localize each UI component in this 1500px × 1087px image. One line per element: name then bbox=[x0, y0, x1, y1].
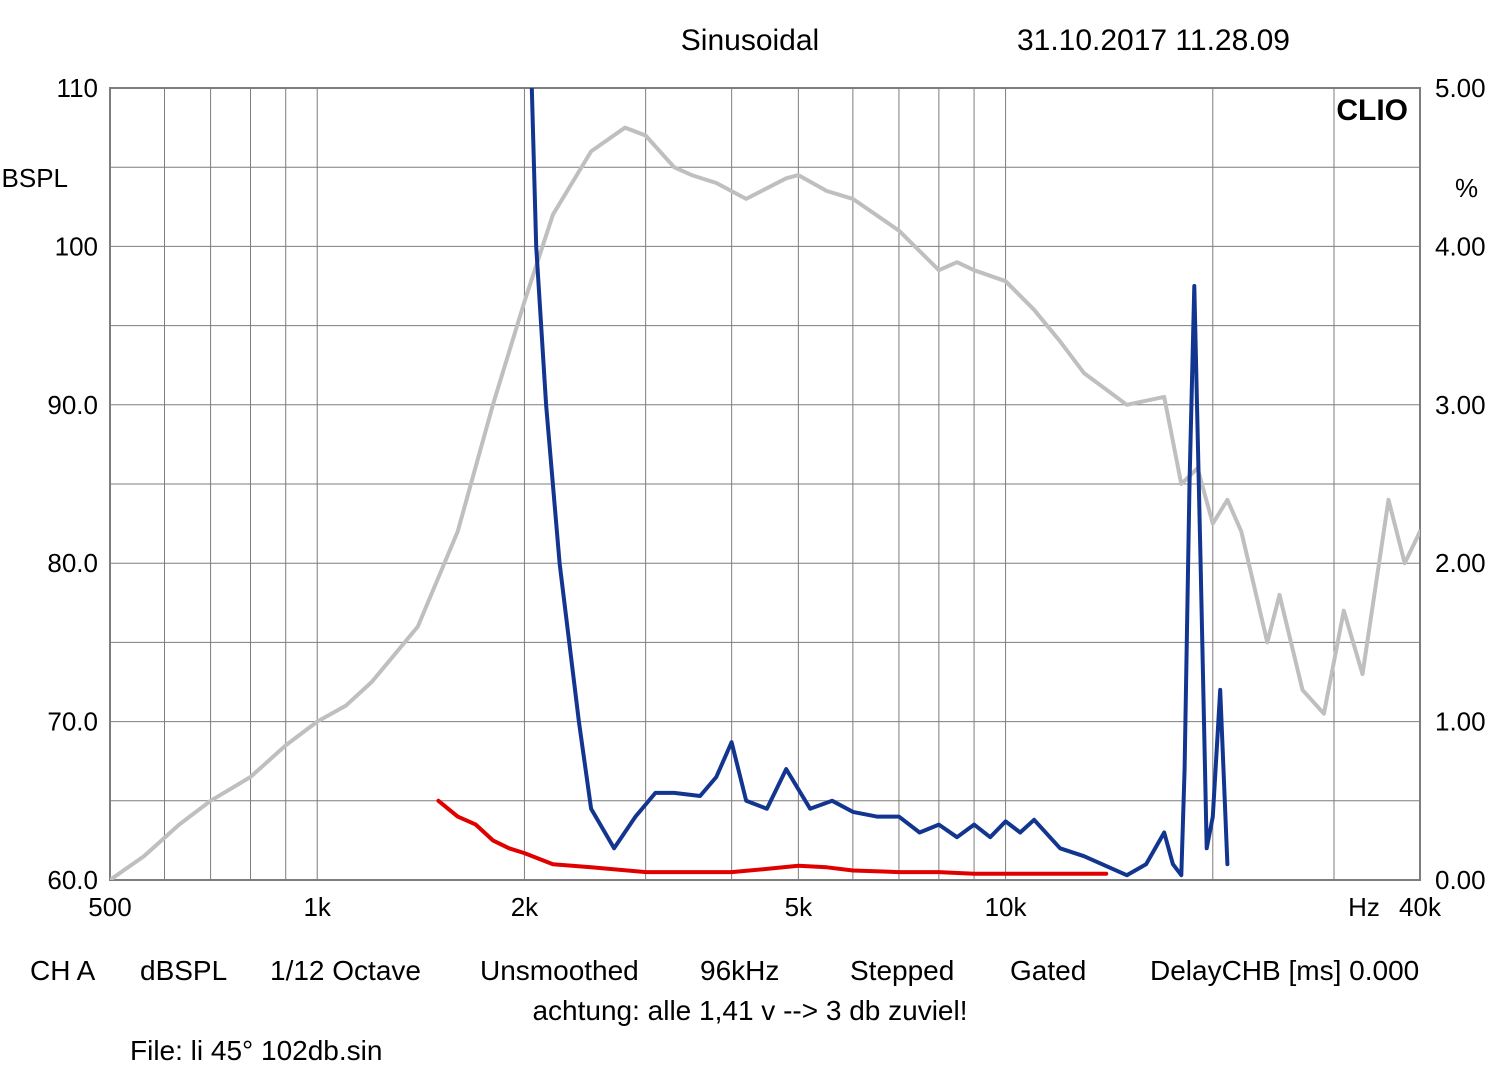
footer1-part: DelayCHB [ms] 0.000 bbox=[1150, 955, 1419, 986]
ytick-right: 1.00 bbox=[1435, 707, 1486, 737]
ytick-right: 2.00 bbox=[1435, 548, 1486, 578]
footer1-part: Unsmoothed bbox=[480, 955, 639, 986]
ylabel-left: dBSPL bbox=[0, 163, 68, 193]
ytick-right: 5.00 bbox=[1435, 73, 1486, 103]
header-title: Sinusoidal bbox=[681, 24, 819, 57]
header-timestamp: 31.10.2017 11.28.09 bbox=[1017, 24, 1290, 57]
ytick-left: 110 bbox=[57, 73, 98, 103]
footer3: File: li 45° 102db.sin bbox=[130, 1035, 382, 1066]
ytick-right: 4.00 bbox=[1435, 231, 1486, 261]
xtick: 5k bbox=[785, 892, 813, 922]
xlabel-unit: Hz bbox=[1348, 892, 1380, 922]
xtick: 40k bbox=[1399, 892, 1442, 922]
ytick-left: 90.0 bbox=[47, 390, 98, 420]
xtick: 2k bbox=[511, 892, 539, 922]
chart-container: { "header": { "title": "Sinusoidal", "ti… bbox=[0, 0, 1500, 1087]
chart-svg: Sinusoidal 31.10.2017 11.28.09 60.0 70.0 80.… bbox=[0, 0, 1500, 1087]
xtick: 500 bbox=[88, 892, 131, 922]
ytick-left: 100 bbox=[55, 231, 98, 261]
footer1-part: 1/12 Octave bbox=[270, 955, 421, 986]
ytick-right: 3.00 bbox=[1435, 390, 1486, 420]
footer1-part: Stepped bbox=[850, 955, 954, 986]
xtick: 1k bbox=[303, 892, 331, 922]
brand-label: CLIO bbox=[1336, 94, 1408, 127]
ytick-right: 0.00 bbox=[1435, 865, 1486, 895]
footer1-part: Gated bbox=[1010, 955, 1086, 986]
footer1-part: 96kHz bbox=[700, 955, 779, 986]
xtick: 10k bbox=[985, 892, 1028, 922]
ylabel-right: % bbox=[1455, 173, 1478, 203]
footer1-part: dBSPL bbox=[140, 955, 227, 986]
ytick-left: 80.0 bbox=[47, 548, 98, 578]
ytick-left: 70.0 bbox=[47, 707, 98, 737]
footer1-part: CH A bbox=[30, 955, 96, 986]
series-blue_line bbox=[532, 88, 1228, 875]
ytick-left: 60.0 bbox=[47, 865, 98, 895]
footer2: achtung: alle 1,41 v --> 3 db zuviel! bbox=[532, 995, 967, 1026]
